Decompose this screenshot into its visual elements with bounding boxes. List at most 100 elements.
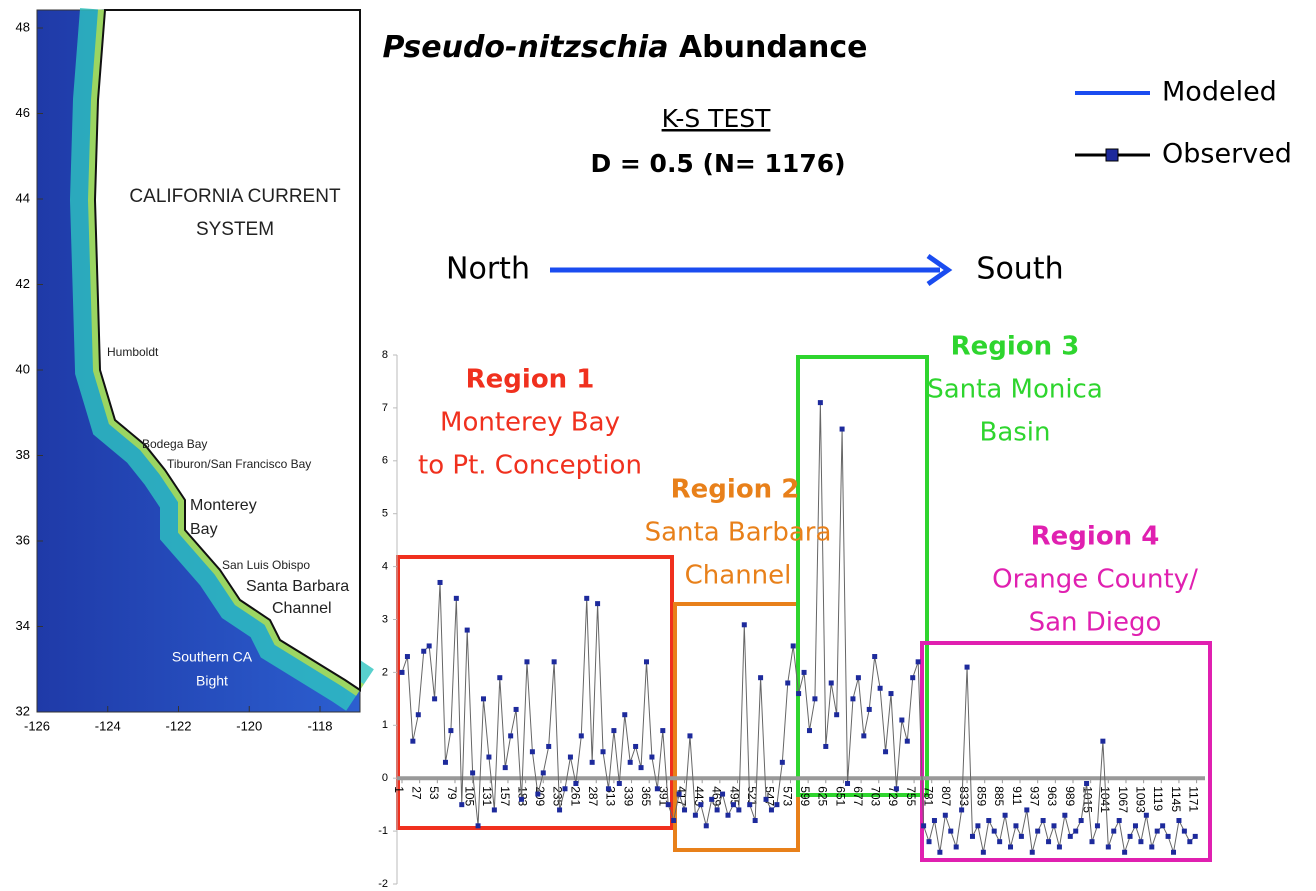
map-label: Channel: [272, 600, 332, 617]
map-y-tick-label: 48: [16, 19, 30, 34]
x-tick-label: 1067: [1116, 786, 1130, 813]
x-tick-label: 599: [798, 786, 812, 806]
data-point: [715, 807, 720, 812]
data-point: [856, 675, 861, 680]
map-x-tick-label: -122: [165, 718, 191, 733]
region-text: Channel: [685, 561, 792, 591]
data-point: [774, 802, 779, 807]
data-point: [546, 744, 551, 749]
data-point: [850, 696, 855, 701]
x-tick-label: 937: [1028, 786, 1042, 806]
data-point: [1160, 823, 1165, 828]
map-label: SYSTEM: [196, 219, 274, 240]
data-point: [448, 728, 453, 733]
x-tick-label: 963: [1045, 786, 1059, 806]
y-tick-label: 7: [382, 402, 388, 414]
data-point: [720, 792, 725, 797]
data-point: [937, 850, 942, 855]
data-point: [975, 823, 980, 828]
page: CALIFORNIA CURRENT SYSTEM Humboldt Bodeg…: [0, 0, 1316, 891]
data-point: [1084, 781, 1089, 786]
data-point: [530, 749, 535, 754]
data-point: [704, 823, 709, 828]
x-tick-label: 27: [409, 786, 423, 800]
map-y-tick-label: 32: [16, 703, 30, 718]
map-x-tick-label: -124: [95, 718, 121, 733]
map-y-tick-label: 46: [16, 105, 30, 120]
data-point: [1095, 823, 1100, 828]
region-text: Monterey Bay: [440, 408, 620, 438]
data-point: [1057, 844, 1062, 849]
data-point: [731, 802, 736, 807]
data-point: [1051, 823, 1056, 828]
data-point: [628, 760, 633, 765]
data-point: [1079, 818, 1084, 823]
data-point: [410, 739, 415, 744]
region-title: Region 3: [951, 332, 1080, 362]
y-tick-label: 0: [382, 772, 388, 784]
region-text: Santa Barbara: [645, 518, 832, 548]
x-tick-label: 625: [816, 786, 830, 806]
x-tick-label: 183: [515, 786, 529, 806]
data-point: [470, 770, 475, 775]
data-point: [693, 813, 698, 818]
x-tick-label: 703: [869, 786, 883, 806]
data-point: [595, 601, 600, 606]
data-point: [1138, 839, 1143, 844]
data-point: [899, 718, 904, 723]
data-point: [541, 770, 546, 775]
data-point: [519, 797, 524, 802]
data-point: [400, 670, 405, 675]
region-text: to Pt. Conception: [418, 451, 642, 481]
data-point: [481, 696, 486, 701]
x-tick-label: 1171: [1186, 786, 1200, 812]
x-tick-label: 79: [445, 786, 459, 800]
data-point: [1003, 813, 1008, 818]
x-tick-label: 833: [957, 786, 971, 806]
data-point: [910, 675, 915, 680]
data-point: [644, 659, 649, 664]
data-point: [421, 649, 426, 654]
data-point: [1019, 834, 1024, 839]
data-point: [812, 696, 817, 701]
data-point: [829, 680, 834, 685]
data-point: [872, 654, 877, 659]
data-point: [1193, 834, 1198, 839]
data-point: [552, 659, 557, 664]
data-point: [1182, 829, 1187, 834]
x-tick-label: 911: [1010, 786, 1024, 805]
data-point: [921, 823, 926, 828]
map-x-tick-label: -118: [307, 718, 332, 733]
x-tick-label: 651: [833, 786, 847, 806]
direction-from: North: [446, 252, 530, 287]
data-point: [622, 712, 627, 717]
data-point: [601, 749, 606, 754]
data-point: [736, 807, 741, 812]
region-title: Region 2: [671, 475, 800, 505]
data-point: [780, 760, 785, 765]
data-point: [655, 786, 660, 791]
data-point: [579, 733, 584, 738]
data-point: [747, 802, 752, 807]
map-y-tick-label: 34: [16, 618, 30, 633]
title-rest: Abundance: [679, 30, 868, 65]
legend-label: Observed: [1162, 139, 1292, 170]
data-point: [1171, 850, 1176, 855]
data-point: [1122, 850, 1127, 855]
data-point: [1013, 823, 1018, 828]
map-label: Southern CA: [172, 649, 253, 665]
x-tick-label: 859: [975, 786, 989, 806]
data-point: [1024, 807, 1029, 812]
y-tick-label: 8: [382, 349, 388, 361]
data-point: [1149, 844, 1154, 849]
data-point: [992, 829, 997, 834]
data-point: [682, 807, 687, 812]
data-point: [677, 792, 682, 797]
data-point: [753, 818, 758, 823]
data-point: [1073, 829, 1078, 834]
x-tick-label: 1119: [1151, 786, 1165, 811]
x-tick-label: 287: [586, 786, 600, 806]
map-label: Monterey: [190, 497, 257, 514]
map-label: Tiburon/San Francisco Bay: [167, 457, 311, 471]
data-point: [981, 850, 986, 855]
